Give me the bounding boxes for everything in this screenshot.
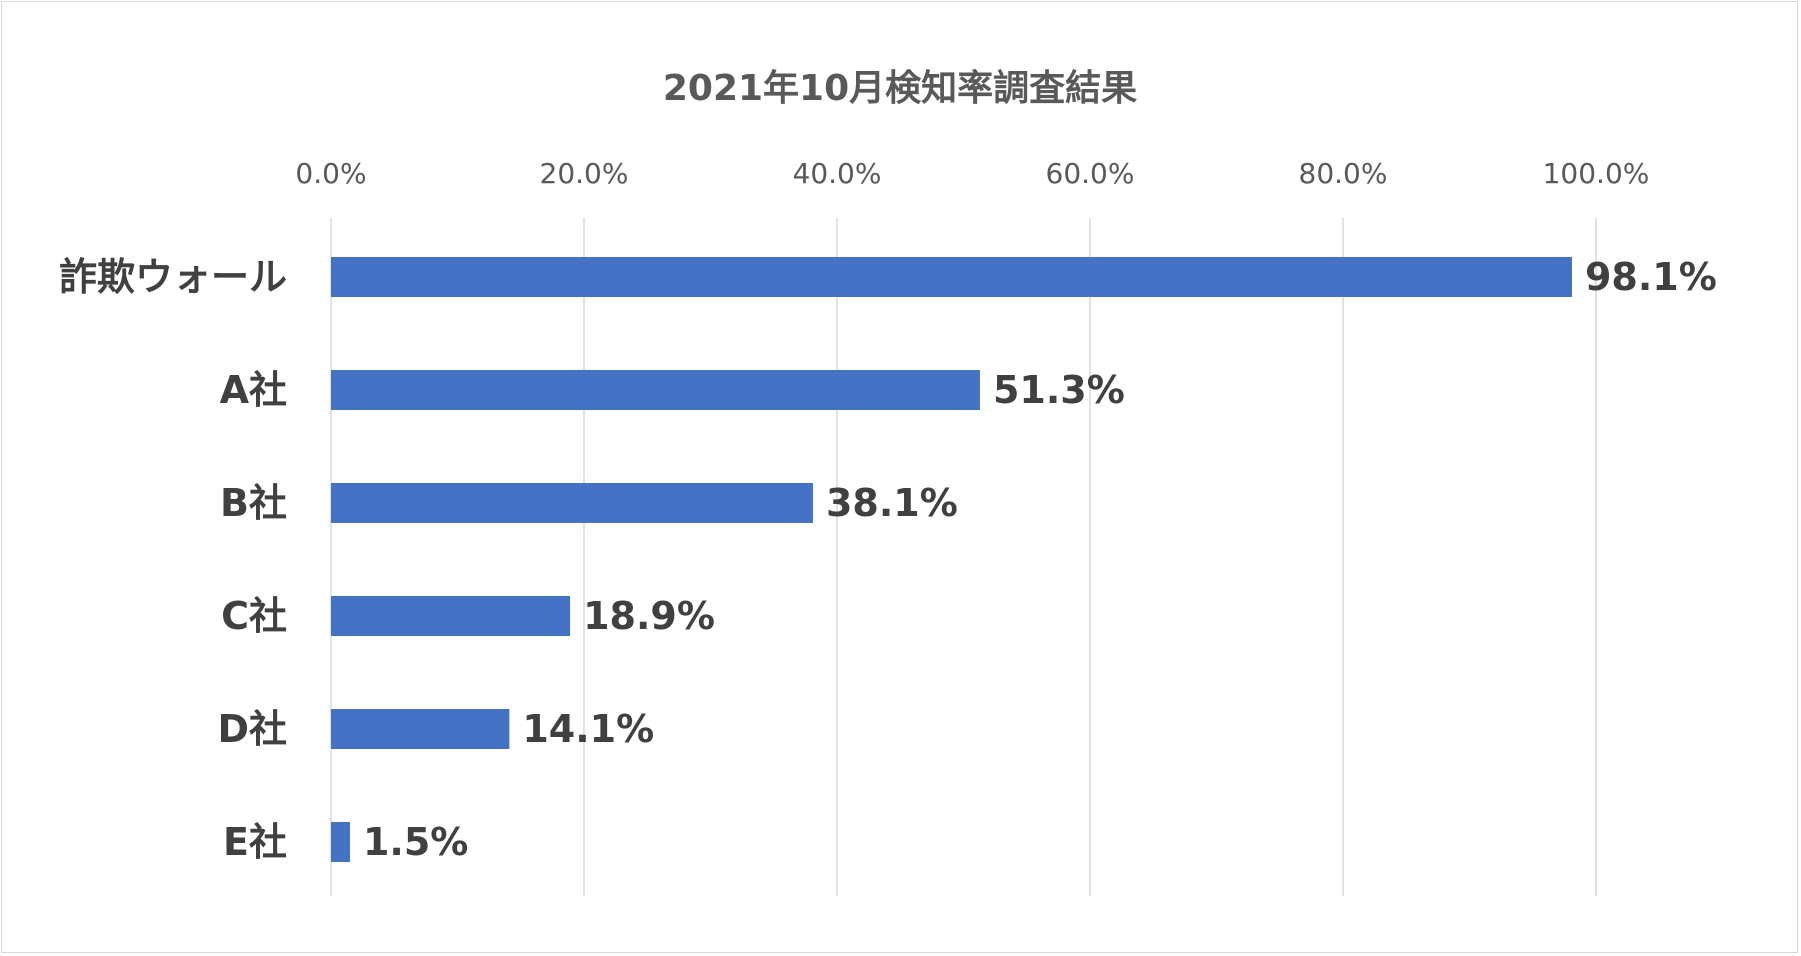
data-label: 38.1% [826, 481, 958, 525]
x-tick-label: 20.0% [540, 157, 629, 190]
data-label: 18.9% [583, 594, 715, 638]
category-label: 詐欺ウォール [59, 255, 287, 299]
bar [331, 257, 1572, 297]
category-label: B社 [220, 481, 287, 525]
bar [331, 822, 350, 862]
category-labels: 詐欺ウォール A社 B社 C社 D社 E社 [59, 255, 287, 864]
x-axis-tick-labels: 0.0% 20.0% 40.0% 60.0% 80.0% 100.0% [295, 157, 1649, 190]
data-labels: 98.1% 51.3% 38.1% 18.9% 14.1% 1.5% [363, 255, 1717, 864]
bar [331, 370, 980, 410]
data-label: 1.5% [363, 820, 468, 864]
category-label: D社 [217, 707, 287, 751]
category-label: C社 [221, 594, 287, 638]
bar [331, 709, 510, 749]
category-label: E社 [223, 820, 287, 864]
bar [331, 596, 571, 636]
data-label: 51.3% [993, 368, 1125, 412]
x-tick-label: 40.0% [793, 157, 882, 190]
data-label: 98.1% [1585, 255, 1717, 299]
bar [331, 483, 813, 523]
gridlines [330, 218, 1597, 896]
bars [331, 257, 1572, 862]
category-label: A社 [220, 368, 287, 412]
chart-title: 2021年10月検知率調査結果 [663, 68, 1137, 109]
data-label: 14.1% [522, 707, 654, 751]
x-tick-label: 60.0% [1046, 157, 1135, 190]
x-tick-label: 0.0% [295, 157, 366, 190]
x-tick-label: 80.0% [1299, 157, 1388, 190]
x-tick-label: 100.0% [1543, 157, 1650, 190]
